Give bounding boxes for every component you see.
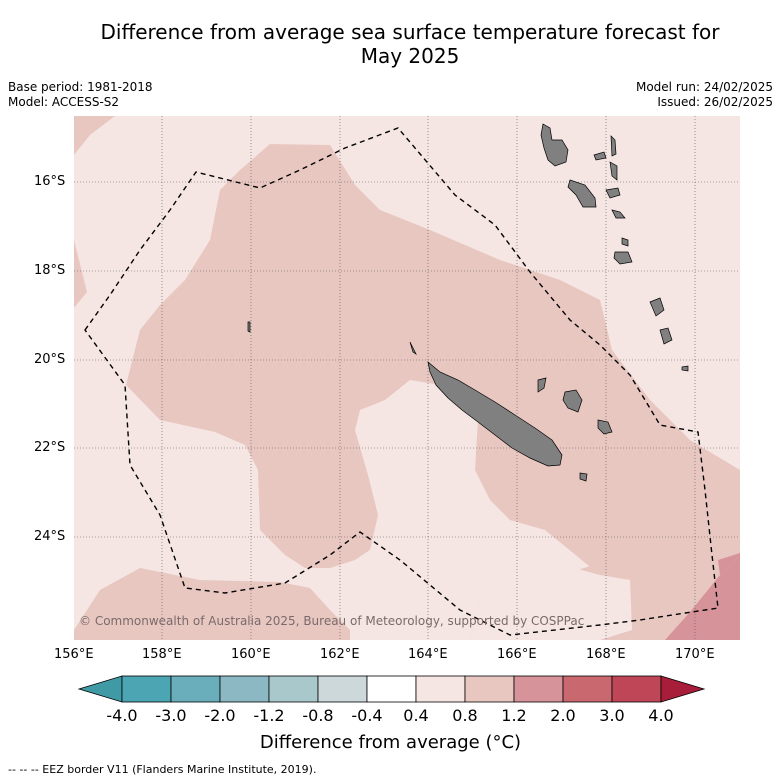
colorbar-label: 1.2 <box>501 706 527 725</box>
colorbar-label: -4.0 <box>106 706 138 725</box>
land-new-caledonia <box>427 361 563 467</box>
colorbar-label: 0.4 <box>403 706 429 725</box>
lon-label: 160°E <box>231 647 271 662</box>
colorbar-label: -3.0 <box>155 706 187 725</box>
anomaly-region-leftedge <box>74 240 87 308</box>
model-name: Model: ACCESS-S2 <box>8 95 120 109</box>
land-chesterfield <box>247 321 251 333</box>
colorbar-label: 2.0 <box>550 706 576 725</box>
colorbar-swatch <box>317 675 368 703</box>
colorbar-swatch <box>219 675 270 703</box>
lat-label: 22°S <box>34 440 66 455</box>
anomaly-region-central <box>126 144 740 640</box>
lat-label: 24°S <box>34 529 66 544</box>
colorbar-swatch <box>121 675 172 703</box>
colorbar-label: -0.4 <box>351 706 383 725</box>
lat-label: 20°S <box>34 352 66 367</box>
map-title: Difference from average sea surface temp… <box>40 20 780 68</box>
anomaly-region-hot <box>665 555 740 640</box>
meta-right: Model run: 24/02/2025 Issued: 26/02/2025 <box>636 80 773 110</box>
title-line-1: Difference from average sea surface temp… <box>100 20 720 44</box>
colorbar-swatch <box>611 675 662 703</box>
base-period: Base period: 1981-2018 <box>8 80 153 94</box>
anomaly-pocket-south <box>470 560 632 640</box>
gridlines <box>74 116 740 640</box>
eez-border <box>84 127 719 636</box>
copyright-notice: © Commonwealth of Australia 2025, Bureau… <box>79 614 585 628</box>
model-run: Model run: 24/02/2025 <box>635 80 773 94</box>
colorbar-label: -1.2 <box>253 706 285 725</box>
anomaly-region-topleft <box>74 116 115 155</box>
lon-label: 156°E <box>54 647 94 662</box>
map-area <box>74 116 740 640</box>
colorbar-label: -2.0 <box>204 706 236 725</box>
colorbar <box>77 675 706 703</box>
lon-label: 164°E <box>408 647 448 662</box>
land-vanuatu <box>540 123 569 167</box>
lon-label: 168°E <box>586 647 626 662</box>
colorbar-swatch <box>415 675 466 703</box>
land-loyalty-islands <box>537 377 547 393</box>
anomaly-region-bottomleft <box>74 568 350 640</box>
lat-label: 16°S <box>34 174 66 189</box>
colorbar-swatch <box>562 675 613 703</box>
colorbar-swatch <box>366 675 417 703</box>
colorbar-extend-low <box>77 675 123 703</box>
issued-date: Issued: 26/02/2025 <box>657 95 773 109</box>
colorbar-swatch <box>513 675 564 703</box>
colorbar-label: 4.0 <box>648 706 674 725</box>
colorbar-swatch <box>170 675 221 703</box>
colorbar-swatch <box>464 675 515 703</box>
colorbar-label: 3.0 <box>599 706 625 725</box>
lon-label: 158°E <box>142 647 182 662</box>
colorbar-title: Difference from average (°C) <box>259 732 522 753</box>
eez-footnote: -- -- -- EEZ border V11 (Flanders Marine… <box>8 763 317 776</box>
lat-label: 18°S <box>34 263 66 278</box>
lon-label: 162°E <box>320 647 360 662</box>
colorbar-label: 0.8 <box>452 706 478 725</box>
lon-label: 166°E <box>497 647 537 662</box>
colorbar-swatch <box>268 675 319 703</box>
meta-left: Base period: 1981-2018 Model: ACCESS-S2 <box>8 80 153 110</box>
colorbar-extend-high <box>660 675 706 703</box>
title-line-2: May 2025 <box>360 44 460 68</box>
colorbar-label: -0.8 <box>302 706 334 725</box>
lon-label: 170°E <box>675 647 715 662</box>
